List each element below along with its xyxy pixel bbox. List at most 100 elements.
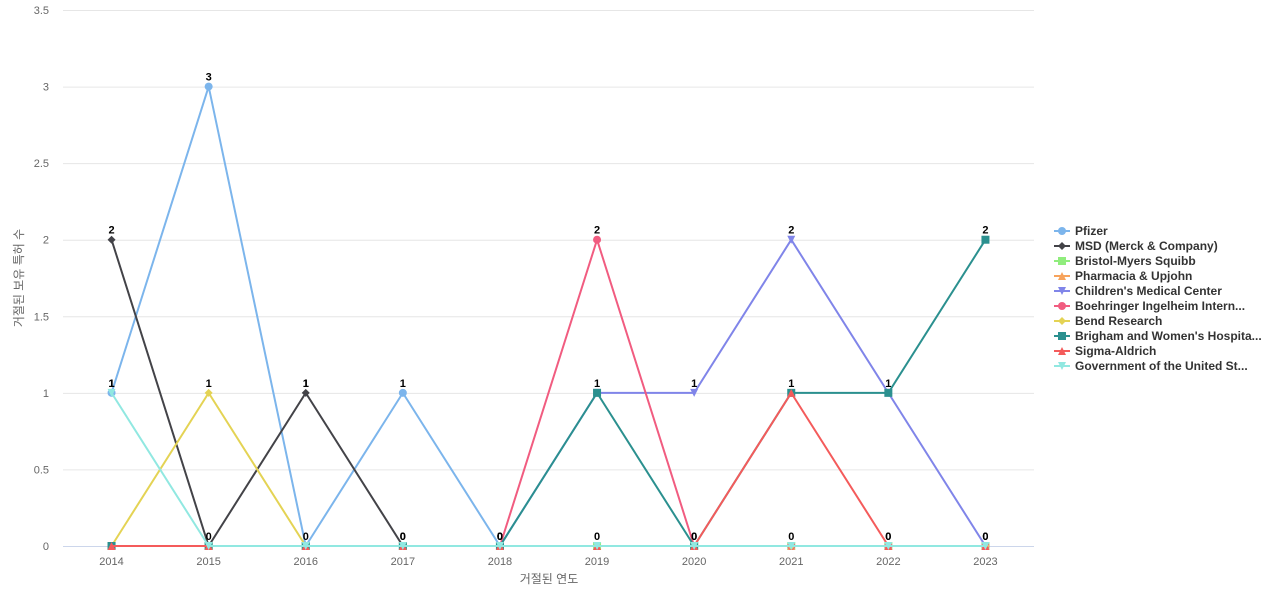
- data-label: 0: [982, 531, 988, 543]
- legend-item[interactable]: Pfizer: [1054, 224, 1108, 238]
- legend-marker: [1058, 302, 1066, 310]
- x-tick-labels: 2014 2015 2016 2017 2018 2019 2020 2021 2022 2023: [99, 556, 997, 568]
- data-label: 0: [303, 531, 309, 543]
- data-label: 2: [788, 225, 794, 237]
- data-point[interactable]: [593, 388, 602, 397]
- x-tick-label: 2021: [779, 556, 803, 568]
- data-point[interactable]: [690, 542, 699, 550]
- data-point[interactable]: [107, 388, 116, 397]
- data-label: 0: [206, 531, 212, 543]
- legend-label: Government of the United St...: [1075, 359, 1248, 373]
- data-point[interactable]: [204, 82, 213, 91]
- data-point[interactable]: [593, 235, 602, 244]
- data-point[interactable]: [301, 542, 310, 550]
- legend-marker: [1058, 362, 1066, 370]
- data-point[interactable]: [204, 388, 213, 397]
- legend-item[interactable]: Brigham and Women's Hospita...: [1054, 329, 1262, 343]
- y-tick-labels: 0 0.5 1 1.5 2 2.5 3 3.5: [34, 5, 49, 553]
- legend-label: Children's Medical Center: [1075, 284, 1222, 298]
- data-point[interactable]: [593, 542, 602, 550]
- legend-label: Boehringer Ingelheim Intern...: [1075, 299, 1245, 313]
- legend-item[interactable]: MSD (Merck & Company): [1054, 239, 1218, 253]
- legend-label: Sigma-Aldrich: [1075, 344, 1156, 358]
- x-tick-label: 2022: [876, 556, 900, 568]
- legend-item[interactable]: Sigma-Aldrich: [1054, 344, 1156, 358]
- legend-item[interactable]: Pharmacia & Upjohn: [1054, 269, 1192, 283]
- data-label: 0: [788, 531, 794, 543]
- data-point[interactable]: [884, 388, 893, 397]
- legend-item[interactable]: Children's Medical Center: [1054, 284, 1222, 298]
- data-label: 1: [303, 378, 309, 390]
- legend-item[interactable]: Government of the United St...: [1054, 359, 1248, 373]
- data-label: 2: [982, 225, 988, 237]
- data-point[interactable]: [787, 388, 796, 397]
- data-label: 2: [108, 225, 114, 237]
- data-point[interactable]: [981, 542, 990, 550]
- data-label: 0: [400, 531, 406, 543]
- data-label: 0: [497, 531, 503, 543]
- data-label: 0: [400, 531, 406, 543]
- legend-label: Pharmacia & Upjohn: [1075, 269, 1192, 283]
- series-line[interactable]: [110, 392, 986, 547]
- data-label: 3: [206, 72, 212, 84]
- legend-marker: [1058, 332, 1066, 340]
- x-tick-label: 2018: [488, 556, 512, 568]
- y-tick-label: 3.5: [34, 5, 49, 17]
- x-tick-label: 2015: [196, 556, 220, 568]
- legend-marker: [1058, 317, 1066, 325]
- legend-label: MSD (Merck & Company): [1075, 239, 1218, 253]
- data-label: 1: [885, 378, 891, 390]
- x-tick-label: 2023: [973, 556, 997, 568]
- series-government-of-the-united-st-: [107, 388, 990, 550]
- data-point[interactable]: [787, 235, 796, 244]
- data-label: 1: [400, 378, 406, 390]
- data-point[interactable]: [495, 542, 504, 550]
- data-point[interactable]: [301, 388, 310, 397]
- legend-item[interactable]: Bristol-Myers Squibb: [1054, 254, 1196, 268]
- legend-label: Bristol-Myers Squibb: [1075, 254, 1196, 268]
- x-tick-label: 2017: [391, 556, 415, 568]
- data-point[interactable]: [398, 388, 407, 397]
- legend-marker: [1058, 257, 1066, 265]
- x-tick-label: 2016: [294, 556, 318, 568]
- data-label: 2: [594, 225, 600, 237]
- legend-marker: [1058, 242, 1066, 250]
- x-tick-label: 2014: [99, 556, 123, 568]
- data-point[interactable]: [690, 388, 699, 397]
- legend-label: Pfizer: [1075, 224, 1108, 238]
- legend-label: Bend Research: [1075, 314, 1162, 328]
- data-point[interactable]: [884, 542, 893, 550]
- data-point[interactable]: [204, 542, 213, 550]
- data-point[interactable]: [107, 235, 116, 244]
- data-label: 1: [691, 378, 697, 390]
- series-group: [107, 82, 990, 550]
- x-tick-label: 2019: [585, 556, 609, 568]
- data-label: 1: [594, 378, 600, 390]
- y-tick-label: 1.5: [34, 311, 49, 323]
- data-point[interactable]: [787, 542, 796, 550]
- legend-marker: [1058, 287, 1066, 295]
- data-label: 1: [303, 378, 309, 390]
- legend-item[interactable]: Bend Research: [1054, 314, 1162, 328]
- data-label: 0: [885, 531, 891, 543]
- data-label: 1: [108, 378, 114, 390]
- data-label: 1: [788, 378, 794, 390]
- data-label: 1: [206, 378, 212, 390]
- legend-marker: [1058, 227, 1066, 235]
- y-tick-label: 2: [43, 235, 49, 247]
- data-point[interactable]: [981, 235, 990, 244]
- y-tick-label: 3: [43, 82, 49, 94]
- data-label: 0: [497, 531, 503, 543]
- legend-item[interactable]: Boehringer Ingelheim Intern...: [1054, 299, 1245, 313]
- y-tick-label: 0: [43, 541, 49, 553]
- data-point[interactable]: [107, 542, 116, 550]
- legend-marker: [1058, 347, 1066, 355]
- y-axis-title: 거절된 보유 특허 수: [12, 229, 26, 327]
- data-point[interactable]: [398, 542, 407, 550]
- data-label: 0: [497, 531, 503, 543]
- x-tick-label: 2020: [682, 556, 706, 568]
- data-label: 0: [885, 531, 891, 543]
